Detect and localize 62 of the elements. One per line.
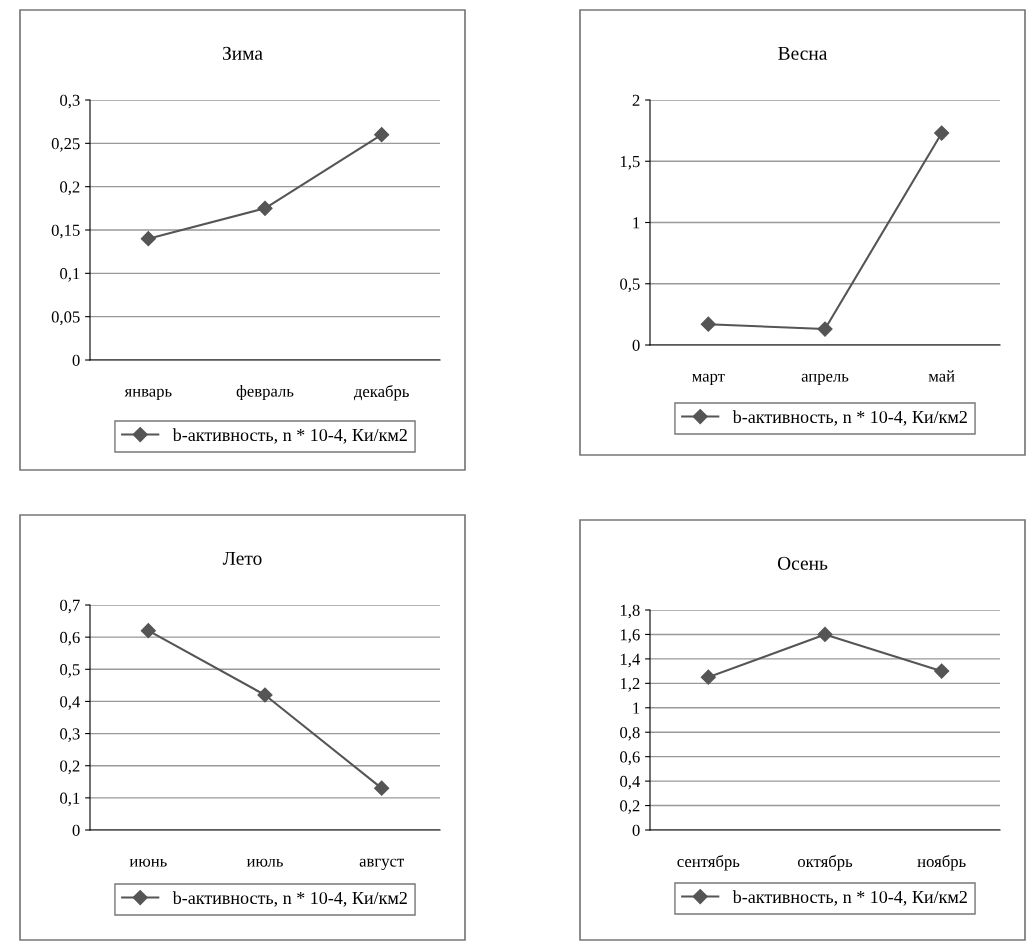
point bbox=[700, 316, 716, 332]
y-tick-label: 0,7 bbox=[60, 599, 80, 614]
y-tick-label: 1 bbox=[633, 217, 640, 229]
y-tick-label: 0,1 bbox=[60, 268, 80, 282]
x-tick-label: июнь bbox=[129, 858, 167, 867]
point bbox=[140, 623, 156, 639]
x-tick-label: март bbox=[692, 373, 725, 386]
x-tick-label: август bbox=[359, 858, 404, 871]
x-tick-label: январь bbox=[124, 388, 172, 401]
point bbox=[817, 321, 833, 337]
y-tick-label: 0,4 bbox=[620, 775, 641, 790]
x-tick-label: июль bbox=[246, 858, 283, 867]
point bbox=[140, 231, 156, 247]
legend-label: b-активность, n * 10-4, Ки/км2 bbox=[172, 428, 407, 444]
y-tick-label: 0,5 bbox=[60, 663, 80, 678]
chart-title: Осень bbox=[777, 556, 828, 570]
y-tick-label: 1,5 bbox=[620, 156, 640, 170]
y-tick-label: 0,4 bbox=[60, 696, 81, 710]
y-tick-label: 0 bbox=[632, 824, 640, 836]
y-tick-label: 0,05 bbox=[51, 311, 80, 326]
y-tick-label: 0,6 bbox=[60, 631, 80, 646]
y-tick-label: 0,25 bbox=[51, 138, 80, 152]
y-tick-label: 0,6 bbox=[620, 751, 640, 766]
point bbox=[257, 687, 273, 703]
legend-label: b-активность, n * 10-4, Ки/км2 bbox=[172, 891, 407, 907]
chart-title: Лето bbox=[222, 551, 262, 565]
y-tick-label: 2 bbox=[632, 94, 640, 106]
y-tick-label: 1 bbox=[633, 702, 640, 714]
point bbox=[374, 780, 390, 796]
point bbox=[257, 200, 273, 216]
legend-label: b-активность, n * 10-4, Ки/км2 bbox=[732, 410, 967, 426]
y-tick-label: 0,2 bbox=[60, 181, 80, 196]
chart-title: Зима bbox=[222, 46, 263, 60]
chart-title: Весна bbox=[778, 46, 828, 60]
x-tick-label: ноябрь bbox=[917, 855, 966, 871]
y-tick-label: 0,8 bbox=[620, 726, 640, 741]
point bbox=[700, 669, 716, 685]
y-tick-label: 1,6 bbox=[620, 629, 640, 643]
y-tick-label: 0 bbox=[72, 824, 80, 836]
y-tick-label: 0,2 bbox=[620, 800, 640, 814]
y-tick-label: 0,3 bbox=[60, 728, 80, 742]
y-tick-label: 0,5 bbox=[620, 278, 640, 293]
y-tick-label: 0 bbox=[632, 339, 640, 351]
point bbox=[934, 663, 950, 679]
legend-label: b-активность, n * 10-4, Ки/км2 bbox=[732, 890, 967, 906]
y-tick-label: 0,1 bbox=[60, 792, 80, 807]
y-tick-label: 1,2 bbox=[620, 678, 640, 692]
point bbox=[934, 125, 950, 141]
y-tick-label: 1,4 bbox=[620, 653, 641, 668]
x-tick-label: май bbox=[928, 370, 955, 382]
y-tick-label: 0,2 bbox=[60, 760, 80, 775]
y-tick-label: 0 bbox=[72, 354, 80, 366]
x-tick-label: сентябрь bbox=[677, 855, 740, 871]
x-tick-label: декабрь bbox=[353, 385, 409, 401]
y-tick-label: 0,3 bbox=[60, 94, 80, 109]
y-tick-label: 1,8 bbox=[620, 604, 640, 619]
x-tick-label: февраль bbox=[236, 385, 294, 401]
point bbox=[374, 127, 390, 143]
x-tick-label: апрель bbox=[801, 373, 849, 386]
point bbox=[817, 626, 833, 643]
y-tick-label: 0,15 bbox=[51, 224, 80, 239]
x-tick-label: октябрь bbox=[797, 855, 853, 871]
